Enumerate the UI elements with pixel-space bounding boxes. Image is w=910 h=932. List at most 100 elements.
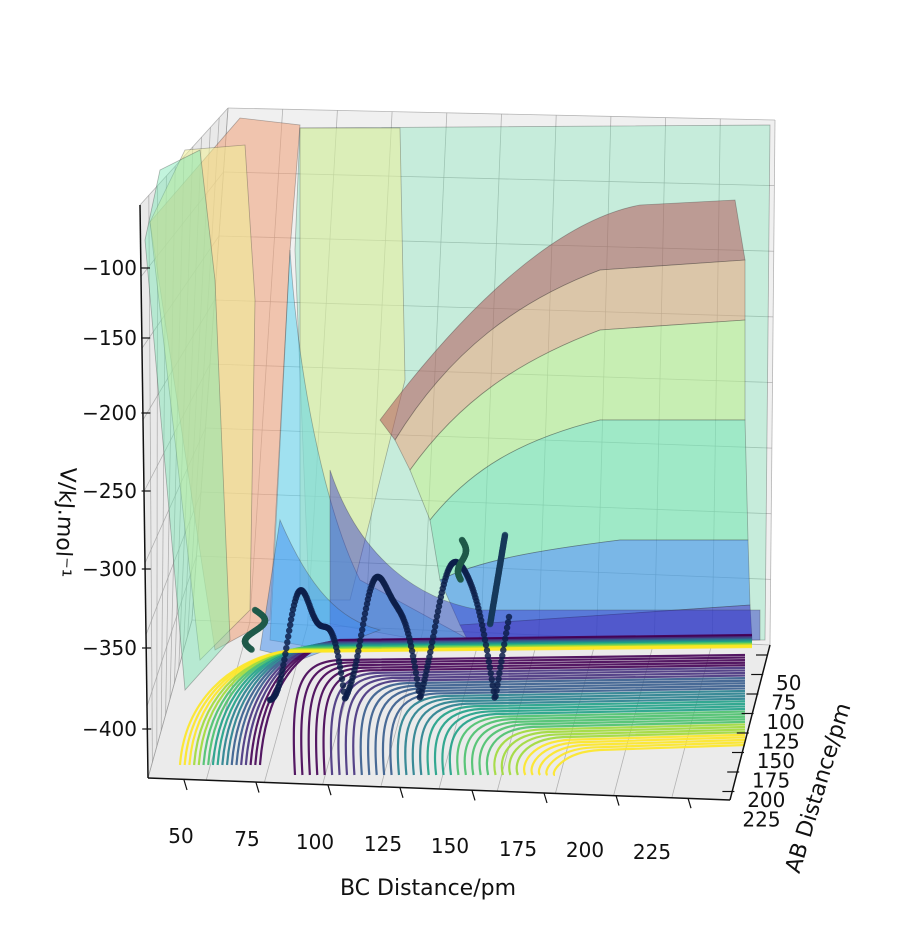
- x-tick-mark: [399, 787, 404, 798]
- trajectory-point: [287, 621, 294, 629]
- contour-line: [456, 710, 746, 776]
- y-tick-label: 50: [776, 671, 801, 695]
- contour-line: [404, 692, 746, 776]
- trajectory-point: [482, 641, 490, 649]
- trajectory-point: [427, 648, 434, 656]
- trajectory-point: [335, 653, 342, 660]
- contour-line: [411, 695, 746, 776]
- y-tick-label: 200: [747, 788, 785, 812]
- trajectory-point: [334, 648, 341, 655]
- trajectory-point: [434, 608, 442, 615]
- contour-line: [478, 718, 746, 776]
- trajectory-point: [503, 630, 510, 637]
- z-tick-label: −100: [82, 256, 137, 280]
- trajectory-point: [499, 652, 506, 659]
- trajectory-point: [486, 620, 494, 628]
- trajectory-point: [431, 628, 438, 635]
- trajectory-point: [248, 646, 255, 653]
- trajectory-point: [287, 616, 295, 623]
- trajectory-point: [409, 652, 417, 660]
- trajectory-point: [480, 631, 488, 638]
- trajectory-point: [361, 610, 369, 617]
- contour-line: [523, 733, 746, 776]
- surface-band: [149, 144, 256, 661]
- trajectory-point: [486, 664, 493, 671]
- x-tick-label: 75: [234, 827, 259, 851]
- trajectory-point: [433, 613, 441, 620]
- energy-surface: [144, 117, 771, 691]
- trajectory-point: [425, 658, 432, 665]
- trajectory-point: [501, 641, 508, 648]
- trajectory-point: [407, 643, 415, 650]
- trajectory-point: [288, 611, 296, 618]
- trajectory-point: [504, 619, 512, 626]
- trajectory-point: [412, 669, 420, 676]
- z-tick-label: −150: [82, 326, 137, 350]
- x-tick-mark: [615, 795, 620, 806]
- contour-line: [530, 736, 746, 776]
- trajectory-point: [339, 682, 347, 689]
- trajectory-point: [485, 658, 493, 665]
- grid-line: [147, 619, 193, 779]
- trajectory-point: [356, 642, 363, 650]
- trajectory-point: [505, 613, 513, 621]
- trajectory-point: [411, 663, 419, 671]
- trajectory-point: [414, 681, 421, 689]
- trajectory-point: [430, 633, 437, 641]
- trajectory-point: [431, 623, 439, 630]
- trajectory-point: [355, 648, 362, 655]
- contour-line: [441, 705, 746, 776]
- x-axis-title: BC Distance/pm: [340, 876, 516, 901]
- trajectory-point: [429, 638, 436, 646]
- trajectory-point: [503, 624, 511, 631]
- contour-line: [552, 743, 746, 777]
- trajectory-point: [283, 645, 290, 652]
- z-tick-label: −350: [82, 636, 137, 660]
- z-tick-label: −400: [82, 717, 137, 741]
- trajectory-point: [285, 633, 292, 640]
- contour-line: [485, 720, 746, 776]
- trajectory-point: [279, 666, 286, 674]
- z-tick-label: −300: [82, 557, 137, 581]
- trajectory-point: [335, 658, 343, 665]
- surface-band: [269, 249, 472, 651]
- trajectory-point: [359, 626, 366, 633]
- z-tick-label: −250: [82, 479, 137, 503]
- trajectory-point: [360, 615, 368, 623]
- trajectory-point: [483, 647, 491, 654]
- trajectory: [241, 531, 513, 704]
- trajectory-point: [408, 647, 416, 655]
- x-tick-label: 225: [633, 840, 671, 864]
- trajectory-point: [479, 626, 487, 633]
- contour-line: [433, 702, 746, 776]
- x-tick-label: 150: [431, 834, 469, 858]
- x-tick-mark: [687, 798, 692, 809]
- trajectory-point: [338, 675, 346, 683]
- trajectory-point: [358, 632, 365, 639]
- trajectory-point: [496, 670, 503, 677]
- x-tick-label: 175: [499, 837, 537, 861]
- trajectory-point: [426, 653, 433, 661]
- trajectory-point: [410, 658, 418, 665]
- contour-line: [471, 715, 746, 776]
- x-tick-mark: [471, 790, 476, 801]
- contour-line: [322, 664, 746, 776]
- z-axis-title: V/kJ.mol⁻¹: [49, 467, 80, 578]
- y-axis-line: [729, 644, 771, 801]
- trajectory-point: [428, 643, 435, 651]
- x-tick-mark: [327, 785, 332, 796]
- contour-line: [178, 645, 753, 766]
- trajectory-point: [495, 675, 502, 683]
- contour-line: [463, 713, 746, 776]
- x-axis-line: [147, 777, 731, 801]
- contour-line: [344, 671, 746, 776]
- trajectory-point: [281, 656, 288, 663]
- trajectory-point: [487, 670, 494, 677]
- x-tick-label: 200: [566, 838, 604, 862]
- contour-line: [515, 731, 746, 776]
- y-tick-label: 150: [757, 749, 795, 773]
- contour-line: [500, 725, 746, 776]
- contour-line: [359, 677, 746, 776]
- tick-labels: 50 75 100 125 150 175 200 225507510012515017520…: [82, 256, 805, 864]
- trajectory-point: [353, 657, 360, 665]
